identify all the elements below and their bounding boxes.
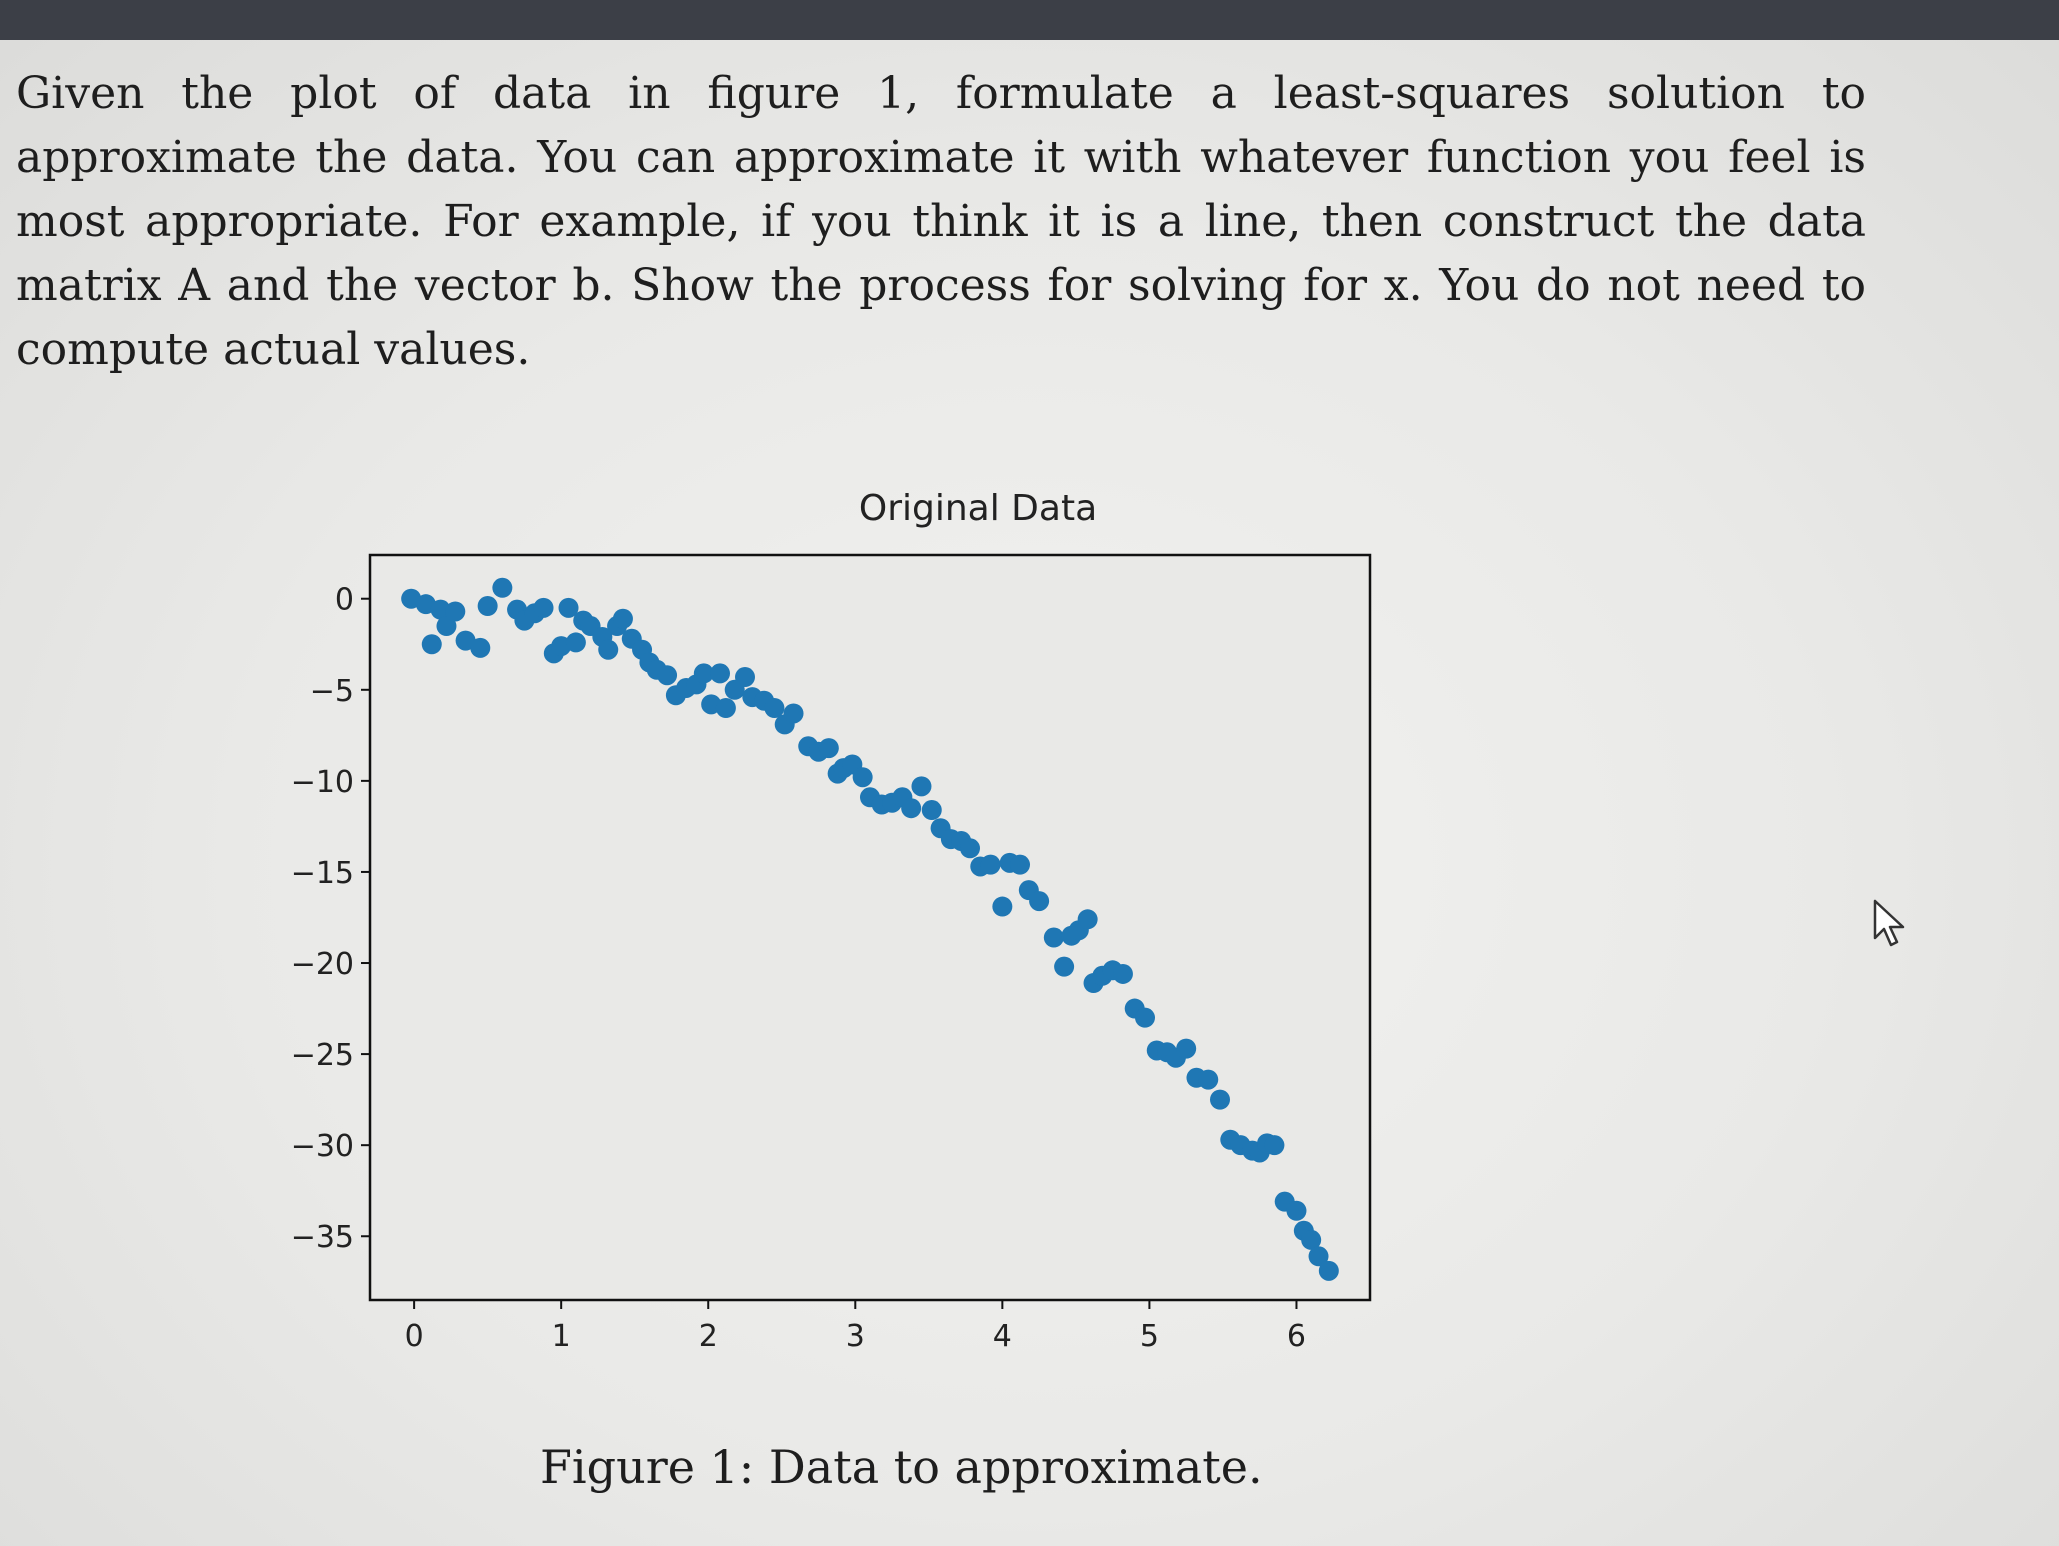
data-point — [693, 663, 714, 684]
mouse-cursor-icon — [1873, 899, 1905, 947]
x-axis-ticks: 0 1 2 3 4 5 6 — [405, 1300, 1306, 1354]
y-tick-label: 0 — [335, 583, 354, 618]
data-point — [1135, 1007, 1155, 1028]
data-point — [911, 776, 932, 797]
x-tick-label: 3 — [846, 1319, 865, 1354]
data-point — [1318, 1260, 1339, 1281]
plot-area — [368, 553, 1372, 1302]
data-point — [764, 698, 785, 719]
figure-chart: Original Data 0 −5 −10 −15 −20 −25 −30 −35 0 1 2 3… — [270, 460, 1520, 1360]
data-point — [1301, 1229, 1322, 1250]
scatter-chart: Original Data 0 −5 −10 −15 −20 −25 −30 −35 0 1 2 3… — [291, 488, 1372, 1354]
data-point — [715, 698, 736, 719]
figure-caption: Figure 1: Data to approximate. — [540, 1440, 1263, 1494]
data-point — [430, 599, 451, 620]
data-point — [598, 639, 619, 660]
data-point — [1010, 854, 1030, 875]
y-tick-label: −35 — [291, 1220, 354, 1255]
data-point — [612, 608, 633, 629]
chart-title: Original Data — [859, 488, 1097, 529]
y-tick-label: −25 — [291, 1038, 354, 1073]
data-point — [783, 703, 804, 724]
data-point — [470, 637, 491, 658]
data-point — [1077, 909, 1098, 930]
data-point — [1176, 1038, 1197, 1059]
data-point — [445, 601, 466, 622]
data-point — [980, 854, 1001, 875]
data-point — [657, 665, 678, 686]
top-bar — [0, 0, 2059, 40]
data-point — [1054, 956, 1075, 977]
problem-statement: Given the plot of data in figure 1, form… — [16, 68, 1866, 375]
x-tick-label: 0 — [405, 1319, 424, 1354]
data-point — [710, 663, 730, 684]
data-point — [901, 798, 922, 819]
data-point — [992, 896, 1013, 917]
data-point — [1308, 1246, 1329, 1267]
x-tick-label: 4 — [993, 1319, 1012, 1354]
data-point — [921, 800, 942, 821]
data-point — [1112, 963, 1133, 984]
data-point — [565, 632, 586, 653]
y-tick-label: −20 — [291, 947, 354, 982]
data-point — [436, 616, 457, 637]
y-axis-ticks: 0 −5 −10 −15 −20 −25 −30 −35 — [291, 583, 370, 1255]
data-point — [492, 577, 513, 598]
data-point — [735, 667, 755, 688]
y-tick-label: −5 — [310, 674, 354, 709]
data-point — [960, 838, 980, 859]
x-tick-label: 5 — [1140, 1319, 1159, 1354]
data-point — [558, 597, 579, 618]
data-point — [1043, 927, 1064, 948]
data-point — [1286, 1200, 1307, 1221]
y-tick-label: −10 — [291, 765, 354, 800]
data-point — [1029, 891, 1050, 912]
data-point — [818, 738, 839, 759]
y-tick-label: −30 — [291, 1129, 354, 1164]
data-points — [401, 577, 1339, 1281]
x-tick-label: 1 — [552, 1319, 571, 1354]
x-tick-label: 2 — [699, 1319, 718, 1354]
data-point — [1198, 1069, 1219, 1090]
data-point — [852, 767, 873, 788]
data-point — [477, 596, 498, 617]
data-point — [1210, 1089, 1230, 1110]
data-point — [533, 597, 554, 618]
x-tick-label: 6 — [1287, 1319, 1306, 1354]
data-point — [421, 634, 442, 655]
data-point — [1264, 1135, 1285, 1156]
y-tick-label: −15 — [291, 856, 354, 891]
